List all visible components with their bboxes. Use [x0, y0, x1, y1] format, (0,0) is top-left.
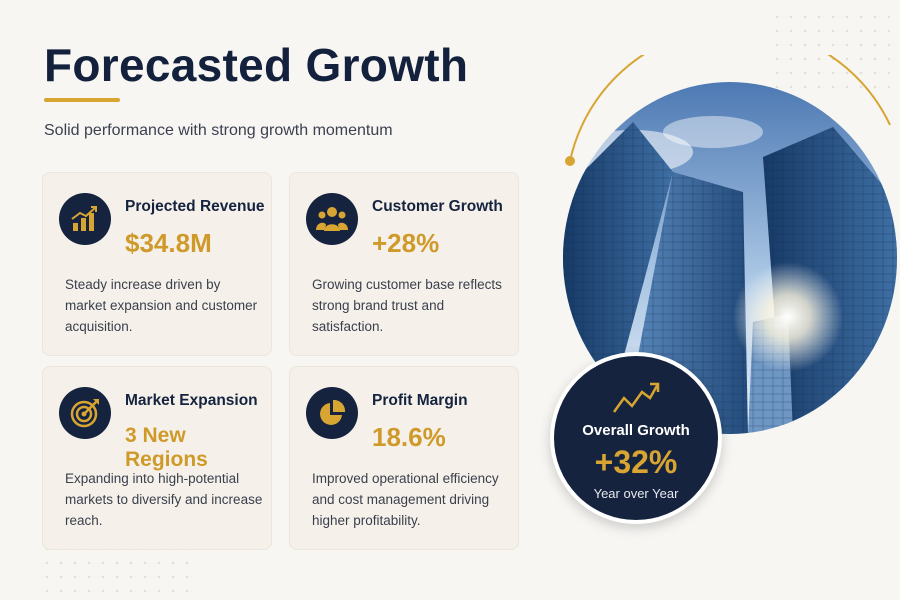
page-title: Forecasted Growth [44, 39, 469, 91]
page-subtitle: Solid performance with strong growth mom… [44, 122, 393, 139]
pie-chart-icon [306, 387, 358, 439]
card-value: 18.6% [372, 422, 446, 452]
market-expansion-card: Market Expansion 3 New Regions Expanding… [42, 366, 272, 550]
customers-group-icon [306, 193, 358, 245]
card-description: Improved operational efficiency and cost… [312, 471, 499, 528]
title-underline [44, 98, 120, 102]
customer-growth-card: Customer Growth +28% Growing customer ba… [289, 172, 519, 356]
card-description: Steady increase driven by market expansi… [65, 277, 258, 334]
decorative-dots [40, 542, 190, 592]
decorative-arc [565, 55, 891, 166]
projected-revenue-card: Projected Revenue $34.8M Steady increase… [42, 172, 272, 356]
card-value: 3 New Regions [125, 424, 208, 471]
overall-growth-value: +32% [594, 444, 678, 480]
decorative-dots [770, 10, 890, 90]
target-arrow-icon [59, 387, 111, 439]
card-title: Market Expansion [125, 392, 258, 409]
bar-chart-growth-icon [59, 193, 111, 245]
trend-up-icon [612, 382, 660, 413]
card-title: Profit Margin [372, 392, 468, 409]
card-value: $34.8M [125, 228, 212, 258]
card-description: Expanding into high-potential markets to… [65, 471, 263, 528]
card-title: Projected Revenue [125, 198, 265, 215]
card-value: +28% [372, 228, 440, 258]
card-description: Growing customer base reflects strong br… [312, 277, 502, 334]
profit-margin-card: Profit Margin 18.6% Improved operational… [289, 366, 519, 550]
overall-growth-badge: Overall Growth +32% Year over Year [550, 352, 722, 524]
overall-growth-label: Overall Growth [582, 422, 690, 439]
card-title: Customer Growth [372, 198, 503, 215]
overall-growth-sublabel: Year over Year [593, 486, 679, 501]
